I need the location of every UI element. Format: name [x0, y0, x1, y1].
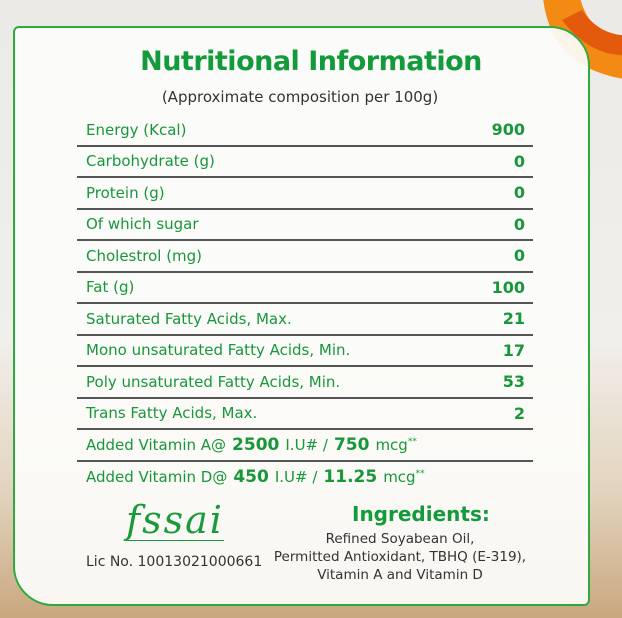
row-label: Fat (g) — [86, 278, 135, 297]
table-row: Saturated Fatty Acids, Max. 21 — [77, 304, 533, 336]
row-value: 100 — [491, 277, 525, 297]
iu-unit: I.U# / — [285, 435, 328, 454]
row-label: Of which sugar — [86, 215, 199, 234]
ingredients-list: Refined Soyabean Oil, Permitted Antioxid… — [270, 530, 530, 584]
vitamin-mcg: 750 — [333, 434, 370, 455]
row-label: Trans Fatty Acids, Max. — [86, 404, 258, 423]
table-row: Mono unsaturated Fatty Acids, Min. 17 — [77, 336, 533, 367]
mcg-unit: mcg** — [383, 468, 425, 487]
vitamin-mcg: 11.25 — [323, 467, 378, 488]
row-label: Poly unsaturated Fatty Acids, Min. — [86, 372, 341, 391]
table-row: Carbohydrate (g) 0 — [77, 147, 533, 178]
row-value: 2 — [513, 403, 525, 423]
table-row: Energy (Kcal) 900 — [77, 115, 533, 147]
vitamin-row: Added Vitamin D@ 450 I.U# / 11.25 mcg** — [77, 462, 533, 494]
row-label: Carbohydrate (g) — [86, 152, 215, 171]
ingredients-title: Ingredients: — [352, 502, 490, 526]
vitamin-iu: 450 — [233, 467, 269, 488]
row-label: Mono unsaturated Fatty Acids, Min. — [86, 341, 351, 360]
license-number: Lic No. 10013021000661 — [86, 554, 263, 570]
vitamin-label: Added Vitamin D@ — [86, 468, 228, 487]
ingredient-line: Permitted Antioxidant, TBHQ (E-319), — [273, 549, 527, 565]
vitamin-label: Added Vitamin A@ — [86, 435, 227, 454]
row-label: Energy (Kcal) — [86, 120, 187, 139]
row-value: 0 — [513, 214, 525, 234]
fssai-logo: fssai — [126, 498, 224, 542]
row-label: Saturated Fatty Acids, Max. — [86, 309, 292, 328]
table-row: Cholestrol (mg) 0 — [77, 241, 533, 273]
subtitle: (Approximate composition per 100g) — [161, 88, 439, 106]
iu-unit: I.U# / — [274, 468, 318, 487]
mcg-unit: mcg** — [375, 435, 417, 454]
ingredient-line: Vitamin A and Vitamin D — [317, 567, 483, 583]
row-value: 17 — [502, 340, 525, 360]
table-row: Protein (g) 0 — [77, 178, 533, 210]
table-row: Trans Fatty Acids, Max. 2 — [77, 399, 533, 430]
orange-swirl-decoration — [543, 0, 622, 79]
vitamin-row: Added Vitamin A@ 2500 I.U# / 750 mcg** — [77, 430, 533, 462]
table-row: Fat (g) 100 — [77, 273, 533, 304]
row-value: 21 — [502, 309, 525, 329]
row-value: 900 — [491, 120, 525, 140]
row-value: 53 — [502, 372, 525, 392]
row-value: 0 — [513, 183, 525, 203]
page-title: Nutritional Information — [140, 46, 482, 77]
vitamin-iu: 2500 — [232, 434, 280, 455]
ingredient-line: Refined Soyabean Oil, — [325, 531, 475, 547]
table-row: Poly unsaturated Fatty Acids, Min. 53 — [77, 367, 533, 399]
row-label: Cholestrol (mg) — [86, 246, 203, 265]
row-label: Protein (g) — [86, 183, 165, 202]
nutrition-table: Energy (Kcal) 900 Carbohydrate (g) 0 Prote… — [77, 115, 533, 493]
row-value: 0 — [513, 246, 525, 266]
nutrition-card — [13, 26, 590, 606]
table-row: Of which sugar 0 — [77, 210, 533, 241]
row-value: 0 — [513, 151, 525, 171]
